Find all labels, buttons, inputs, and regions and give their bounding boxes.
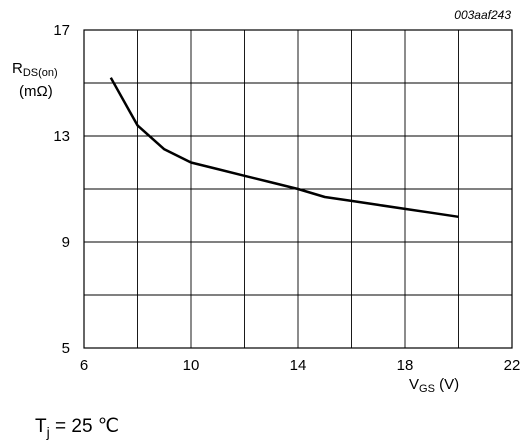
x-axis-label: VGS (V)	[409, 376, 459, 395]
tick-labels: 6 10 14 18 22 5 9 13 17	[53, 22, 520, 374]
note-subscript: j	[46, 424, 50, 440]
x-tick-label: 14	[290, 357, 307, 374]
x-axis-symbol: V	[409, 376, 420, 393]
y-tick-label: 5	[62, 340, 70, 357]
y-axis-symbol: R	[12, 60, 23, 77]
series-line	[109, 77, 459, 219]
x-tick-label: 22	[504, 357, 521, 374]
y-axis-label: RDS(on)	[12, 60, 58, 79]
note-symbol: T	[35, 416, 47, 437]
chart: 6 10 14 18 22 5 9 13 17	[53, 22, 520, 374]
y-tick-label: 17	[53, 22, 70, 39]
series-layer	[109, 77, 459, 219]
x-tick-label: 18	[397, 357, 414, 374]
figure-id: 003aaf243	[454, 8, 511, 22]
y-axis-unit: (mΩ)	[19, 83, 53, 100]
junction-temperature-note: Tj = 25 ℃	[35, 415, 119, 440]
x-tick-label: 10	[183, 357, 200, 374]
x-axis-unit: (V)	[434, 376, 460, 393]
y-tick-label: 13	[53, 128, 70, 145]
x-tick-label: 6	[80, 357, 88, 374]
y-axis-subscript: DS(on)	[22, 67, 58, 79]
plot-frame	[83, 29, 513, 349]
y-tick-label: 9	[62, 234, 70, 251]
x-axis-subscript: GS	[419, 383, 435, 395]
note-value: = 25 ℃	[49, 416, 120, 437]
